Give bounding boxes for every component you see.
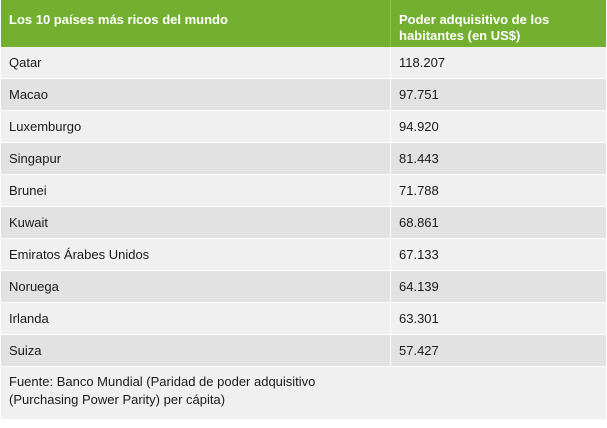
- table-footer: Fuente: Banco Mundial (Paridad de poder …: [1, 367, 606, 419]
- table-body: Qatar 118.207 Macao 97.751 Luxemburgo 94…: [1, 47, 606, 367]
- source-note: Fuente: Banco Mundial (Paridad de poder …: [1, 367, 391, 419]
- value-cell: 97.751: [391, 79, 606, 111]
- header-row: Los 10 países más ricos del mundo Poder …: [1, 0, 606, 47]
- table-row: Macao 97.751: [1, 79, 606, 111]
- table-row: Kuwait 68.861: [1, 207, 606, 239]
- richest-countries-table: Los 10 países más ricos del mundo Poder …: [1, 0, 606, 419]
- footer-row: Fuente: Banco Mundial (Paridad de poder …: [1, 367, 606, 419]
- country-cell: Noruega: [1, 271, 391, 303]
- header-country: Los 10 países más ricos del mundo: [1, 0, 391, 47]
- table-header: Los 10 países más ricos del mundo Poder …: [1, 0, 606, 47]
- value-cell: 63.301: [391, 303, 606, 335]
- table-row: Qatar 118.207: [1, 47, 606, 79]
- value-cell: 64.139: [391, 271, 606, 303]
- footer-empty-cell: [391, 367, 606, 419]
- table-row: Luxemburgo 94.920: [1, 111, 606, 143]
- value-cell: 71.788: [391, 175, 606, 207]
- country-cell: Irlanda: [1, 303, 391, 335]
- country-cell: Macao: [1, 79, 391, 111]
- value-cell: 67.133: [391, 239, 606, 271]
- value-cell: 94.920: [391, 111, 606, 143]
- country-cell: Luxemburgo: [1, 111, 391, 143]
- table-row: Noruega 64.139: [1, 271, 606, 303]
- country-cell: Qatar: [1, 47, 391, 79]
- table-row: Singapur 81.443: [1, 143, 606, 175]
- table-row: Irlanda 63.301: [1, 303, 606, 335]
- table-row: Emiratos Árabes Unidos 67.133: [1, 239, 606, 271]
- table-row: Suiza 57.427: [1, 335, 606, 367]
- header-purchasing-power: Poder adquisitivo de los habitantes (en …: [391, 0, 606, 47]
- country-cell: Brunei: [1, 175, 391, 207]
- country-cell: Suiza: [1, 335, 391, 367]
- country-cell: Singapur: [1, 143, 391, 175]
- table-row: Brunei 71.788: [1, 175, 606, 207]
- country-cell: Emiratos Árabes Unidos: [1, 239, 391, 271]
- value-cell: 118.207: [391, 47, 606, 79]
- value-cell: 81.443: [391, 143, 606, 175]
- value-cell: 68.861: [391, 207, 606, 239]
- country-cell: Kuwait: [1, 207, 391, 239]
- value-cell: 57.427: [391, 335, 606, 367]
